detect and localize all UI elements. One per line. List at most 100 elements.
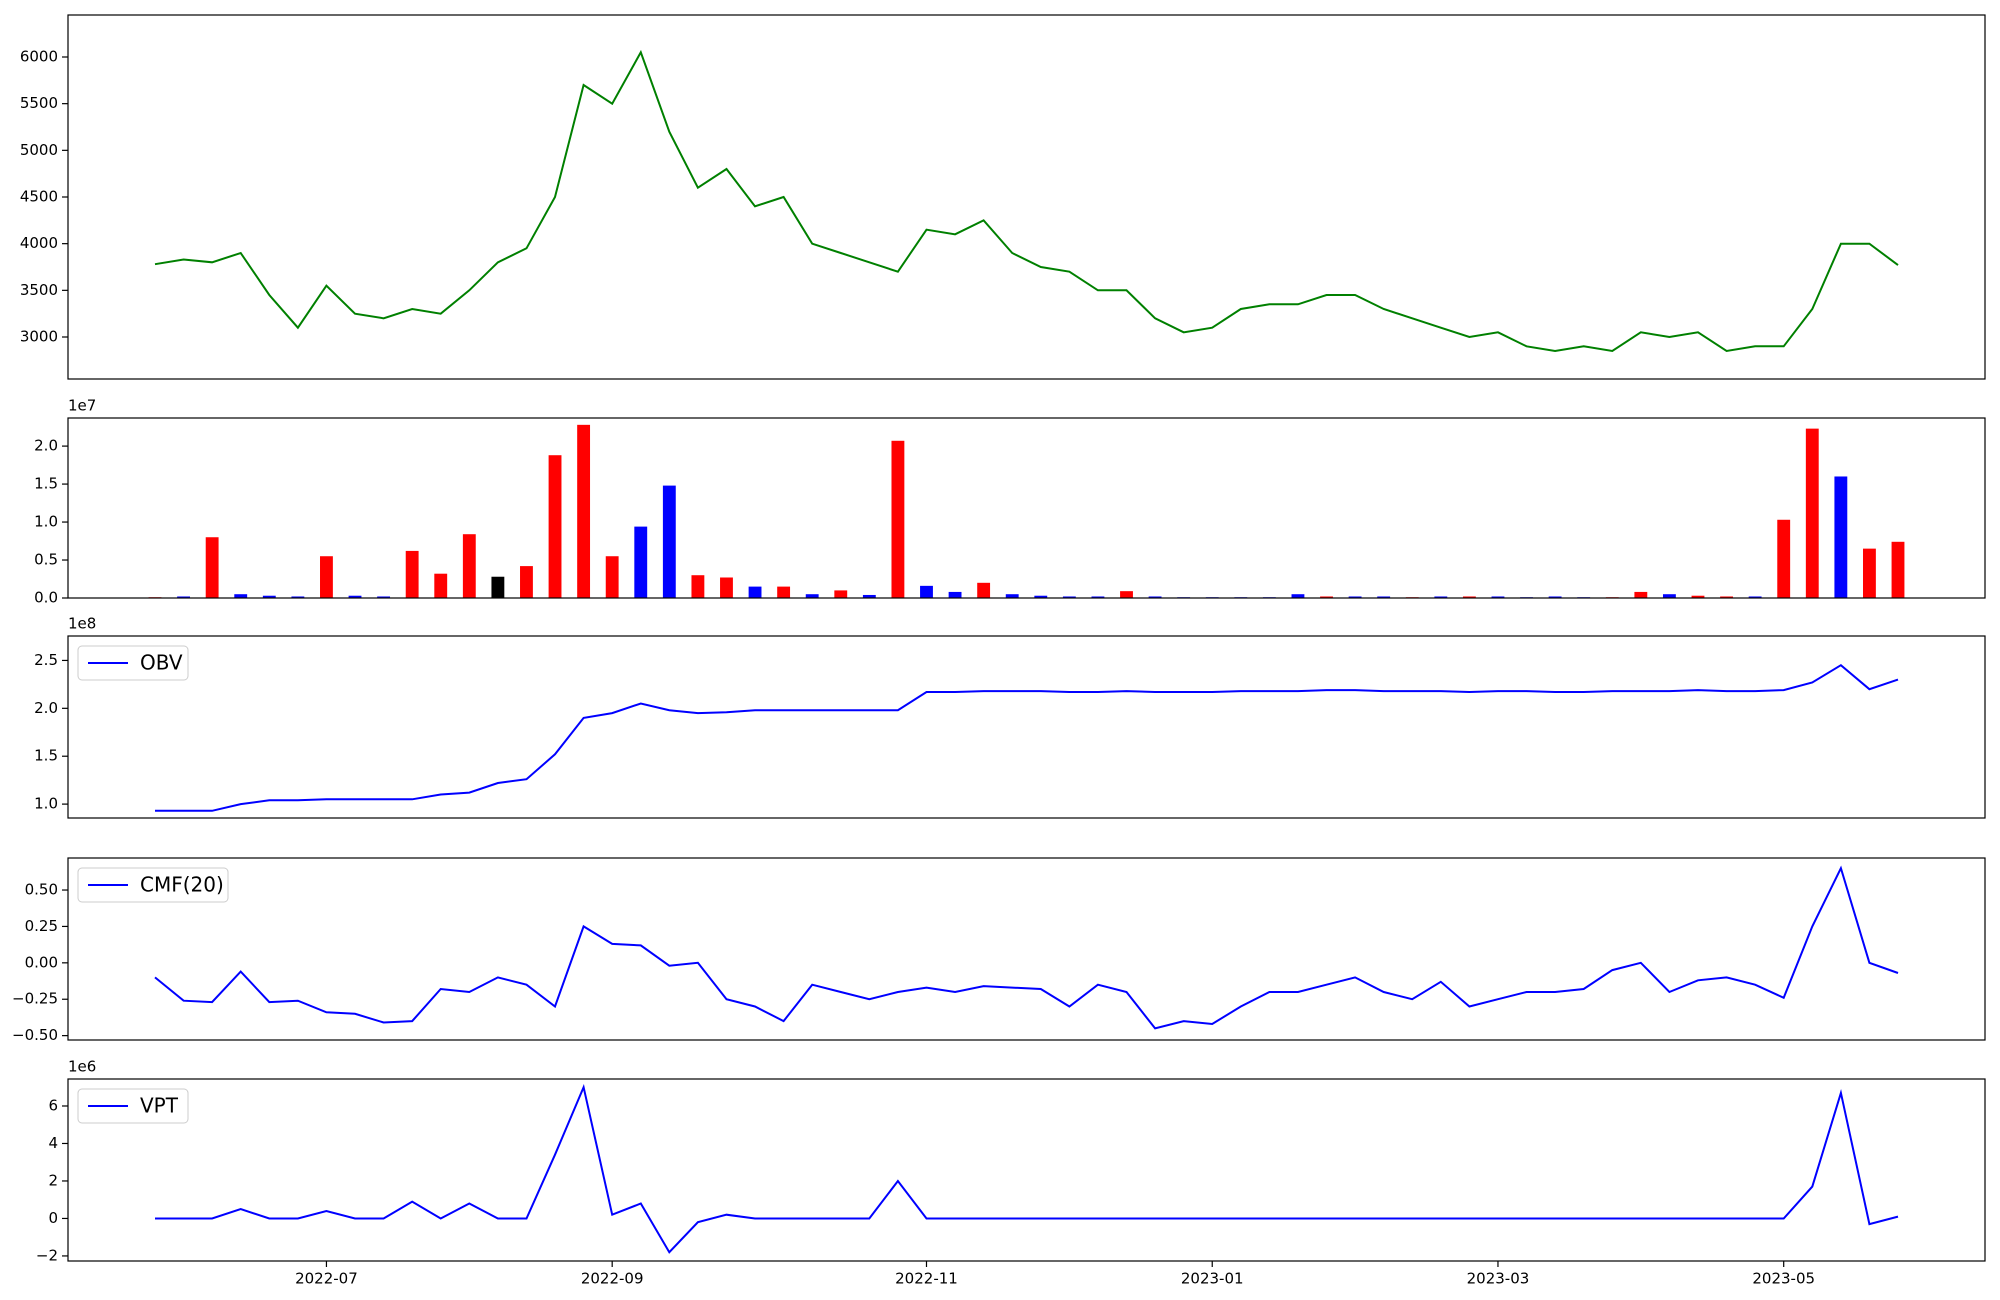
- x-tick-label: 2022-07: [295, 1270, 358, 1288]
- volume-bar: [491, 576, 505, 598]
- volume-bar: [234, 594, 248, 598]
- volume-bar: [462, 534, 476, 598]
- y-tick-label: 4000: [20, 234, 58, 252]
- y-tick-label: 2.0: [34, 699, 58, 717]
- volume-bar: [1805, 428, 1819, 598]
- volume-bar: [1062, 596, 1076, 598]
- volume-bar: [1434, 596, 1448, 598]
- series-line: [155, 1083, 1899, 1254]
- series-line: [154, 865, 1899, 1030]
- volume-bar: [1891, 541, 1905, 598]
- volume-bar: [1291, 594, 1305, 598]
- volume-bar: [320, 556, 333, 598]
- y-tick-label: 0: [48, 1209, 58, 1227]
- volume-bar: [662, 485, 676, 598]
- x-tick-label: 2022-09: [581, 1270, 644, 1288]
- y-tick-label: 0.25: [25, 917, 58, 935]
- plot-frame: [67, 1078, 1986, 1262]
- volume-bar: [634, 526, 648, 598]
- y-tick-label: 1.5: [34, 747, 58, 765]
- x-tick-label: 2023-03: [1467, 1270, 1530, 1288]
- volume-bar: [1377, 596, 1391, 598]
- y-tick-label: −0.25: [12, 990, 58, 1008]
- volume-bar: [577, 424, 591, 598]
- volume-bar: [834, 590, 848, 598]
- y-tick-label: 0.00: [25, 953, 58, 971]
- series-line: [154, 49, 1899, 353]
- volume-bar: [891, 440, 905, 598]
- y-tick-label: −2: [36, 1246, 58, 1264]
- volume-bar: [805, 594, 819, 598]
- y-tick-label: −0.50: [12, 1026, 58, 1044]
- volume-bar: [1148, 596, 1162, 598]
- volume-bar: [1777, 519, 1791, 598]
- y-tick-label: 0.50: [25, 881, 58, 899]
- volume-bar: [1691, 595, 1705, 598]
- volume-bar: [291, 596, 305, 598]
- volume-bar: [948, 591, 962, 598]
- volume-bar: [1120, 591, 1133, 598]
- volume-bar: [1348, 596, 1362, 598]
- volume-bar: [1320, 596, 1333, 598]
- plot-frame: [67, 635, 1986, 819]
- volume-bar: [777, 586, 791, 598]
- plot-frame: [67, 14, 1986, 380]
- volume-bar: [1634, 591, 1648, 598]
- x-tick-label: 2022-11: [895, 1270, 958, 1288]
- volume-bar: [377, 596, 391, 598]
- y-tick-label: 2: [48, 1171, 58, 1189]
- volume-bar: [405, 550, 419, 598]
- volume-bar: [1862, 548, 1876, 598]
- x-tick-label: 2023-01: [1181, 1270, 1244, 1288]
- volume-bar: [1548, 596, 1562, 598]
- volume-bar: [434, 573, 448, 598]
- volume-bar: [1834, 476, 1848, 598]
- volume-bar: [691, 575, 705, 598]
- legend-label: CMF(20): [140, 873, 224, 897]
- y-tick-label: 1.0: [34, 513, 58, 531]
- volume-bar: [1091, 596, 1105, 598]
- y-tick-label: 6: [48, 1096, 58, 1114]
- y-tick-label: 0.5: [34, 551, 58, 569]
- volume-bar: [1662, 594, 1676, 598]
- volume-bar: [1720, 596, 1733, 598]
- volume-bar: [977, 582, 991, 598]
- axis-offset: 1e6: [68, 1058, 96, 1076]
- volume-bar: [348, 595, 362, 598]
- volume-bar: [205, 537, 219, 598]
- volume-bar: [920, 585, 933, 598]
- y-tick-label: 1.5: [34, 475, 58, 493]
- volume-bar: [1748, 596, 1762, 598]
- volume-bar: [262, 595, 276, 598]
- y-tick-label: 2.5: [34, 651, 58, 669]
- y-tick-label: 4500: [20, 188, 58, 206]
- volume-bar: [1034, 595, 1048, 598]
- series-line: [155, 663, 1899, 812]
- y-tick-label: 4: [48, 1134, 58, 1152]
- plot-frame: [67, 857, 1986, 1041]
- legend-label: VPT: [140, 1094, 179, 1118]
- y-tick-label: 5000: [20, 141, 58, 159]
- volume-bar: [1491, 596, 1505, 598]
- volume-bar: [1005, 594, 1019, 598]
- y-tick-label: 2.0: [34, 437, 58, 455]
- volume-bar: [862, 594, 876, 598]
- volume-bar: [605, 556, 619, 598]
- volume-bar: [548, 455, 562, 598]
- y-tick-label: 0.0: [34, 589, 58, 607]
- legend-box: [77, 1088, 189, 1124]
- y-tick-label: 1.0: [34, 795, 58, 813]
- y-tick-label: 5500: [20, 94, 58, 112]
- plot-frame: [67, 417, 1986, 599]
- volume-bar: [177, 596, 191, 598]
- legend-label: OBV: [140, 651, 183, 675]
- legend-box: [77, 867, 229, 903]
- y-tick-label: 6000: [20, 48, 58, 66]
- x-tick-label: 2023-05: [1752, 1270, 1815, 1288]
- volume-bar: [748, 586, 762, 598]
- y-tick-label: 3500: [20, 281, 58, 299]
- axis-offset: 1e7: [68, 397, 96, 415]
- axis-offset: 1e8: [68, 615, 96, 633]
- volume-bar: [1462, 596, 1476, 598]
